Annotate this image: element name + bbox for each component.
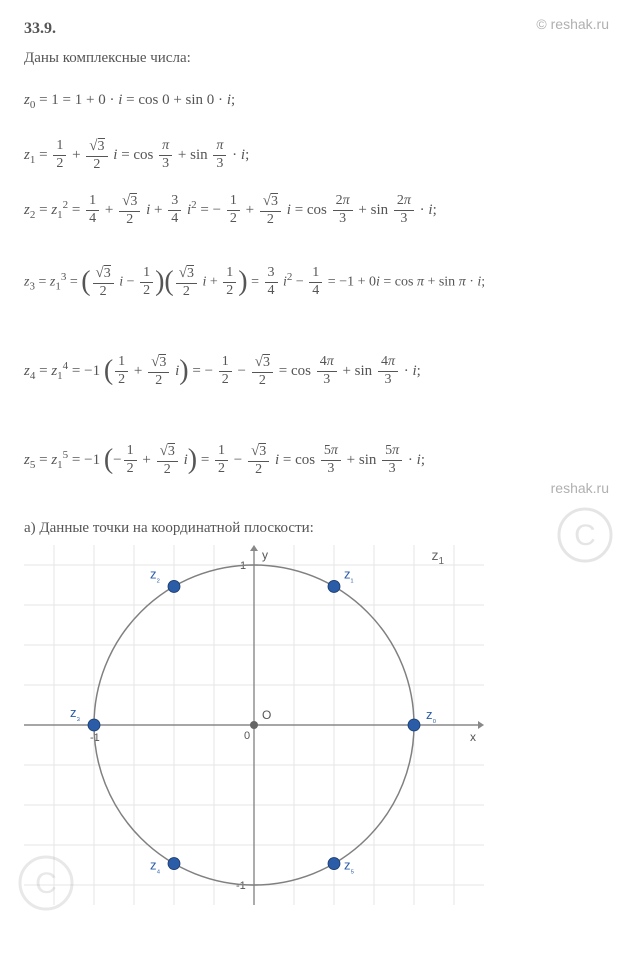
- intro-text: Даны комплексные числа:: [24, 50, 603, 67]
- svg-text:x: x: [470, 730, 476, 744]
- equation-z4: z4 = z14 = −1 (12 + √32 i) = − 12 − √32 …: [24, 335, 603, 408]
- equation-z3: z3 = z13 = (√32 i − 12)(√32 i + 12) = 34…: [24, 246, 603, 319]
- section-a-label: а) Данные точки на координатной плоскост…: [24, 520, 603, 537]
- svg-text:C: C: [35, 867, 57, 900]
- chart-watermark-c-icon: C: [16, 853, 76, 913]
- problem-number: 33.9.: [24, 20, 603, 38]
- equation-z5: z5 = z15 = −1 (−12 + √32 i) = 12 − √32 i…: [24, 424, 603, 497]
- equation-z2: z2 = z12 = 14 + √32 i + 34 i2 = − 12 + √…: [24, 191, 603, 230]
- chart-top-z1-label: z1: [431, 547, 444, 567]
- equation-z1: z1 = 12 + √32 i = cos π3 + sin π3 · i;: [24, 136, 603, 175]
- svg-text:C: C: [574, 519, 596, 552]
- svg-text:0: 0: [244, 730, 250, 742]
- watermark-mid: reshak.ru: [551, 480, 609, 496]
- equation-z0: z0 = 1 = 1 + 0 · i = cos 0 + sin 0 · i;: [24, 81, 603, 120]
- complex-plane-chart: z1 xyO01-1-1z₀z₁z₂z₃z₄z₅ C: [24, 545, 484, 905]
- watermark-c-icon: C: [555, 505, 615, 565]
- svg-text:-1: -1: [236, 880, 246, 892]
- svg-text:O: O: [262, 708, 271, 722]
- svg-text:y: y: [262, 548, 268, 562]
- watermark-top: © reshak.ru: [536, 16, 609, 32]
